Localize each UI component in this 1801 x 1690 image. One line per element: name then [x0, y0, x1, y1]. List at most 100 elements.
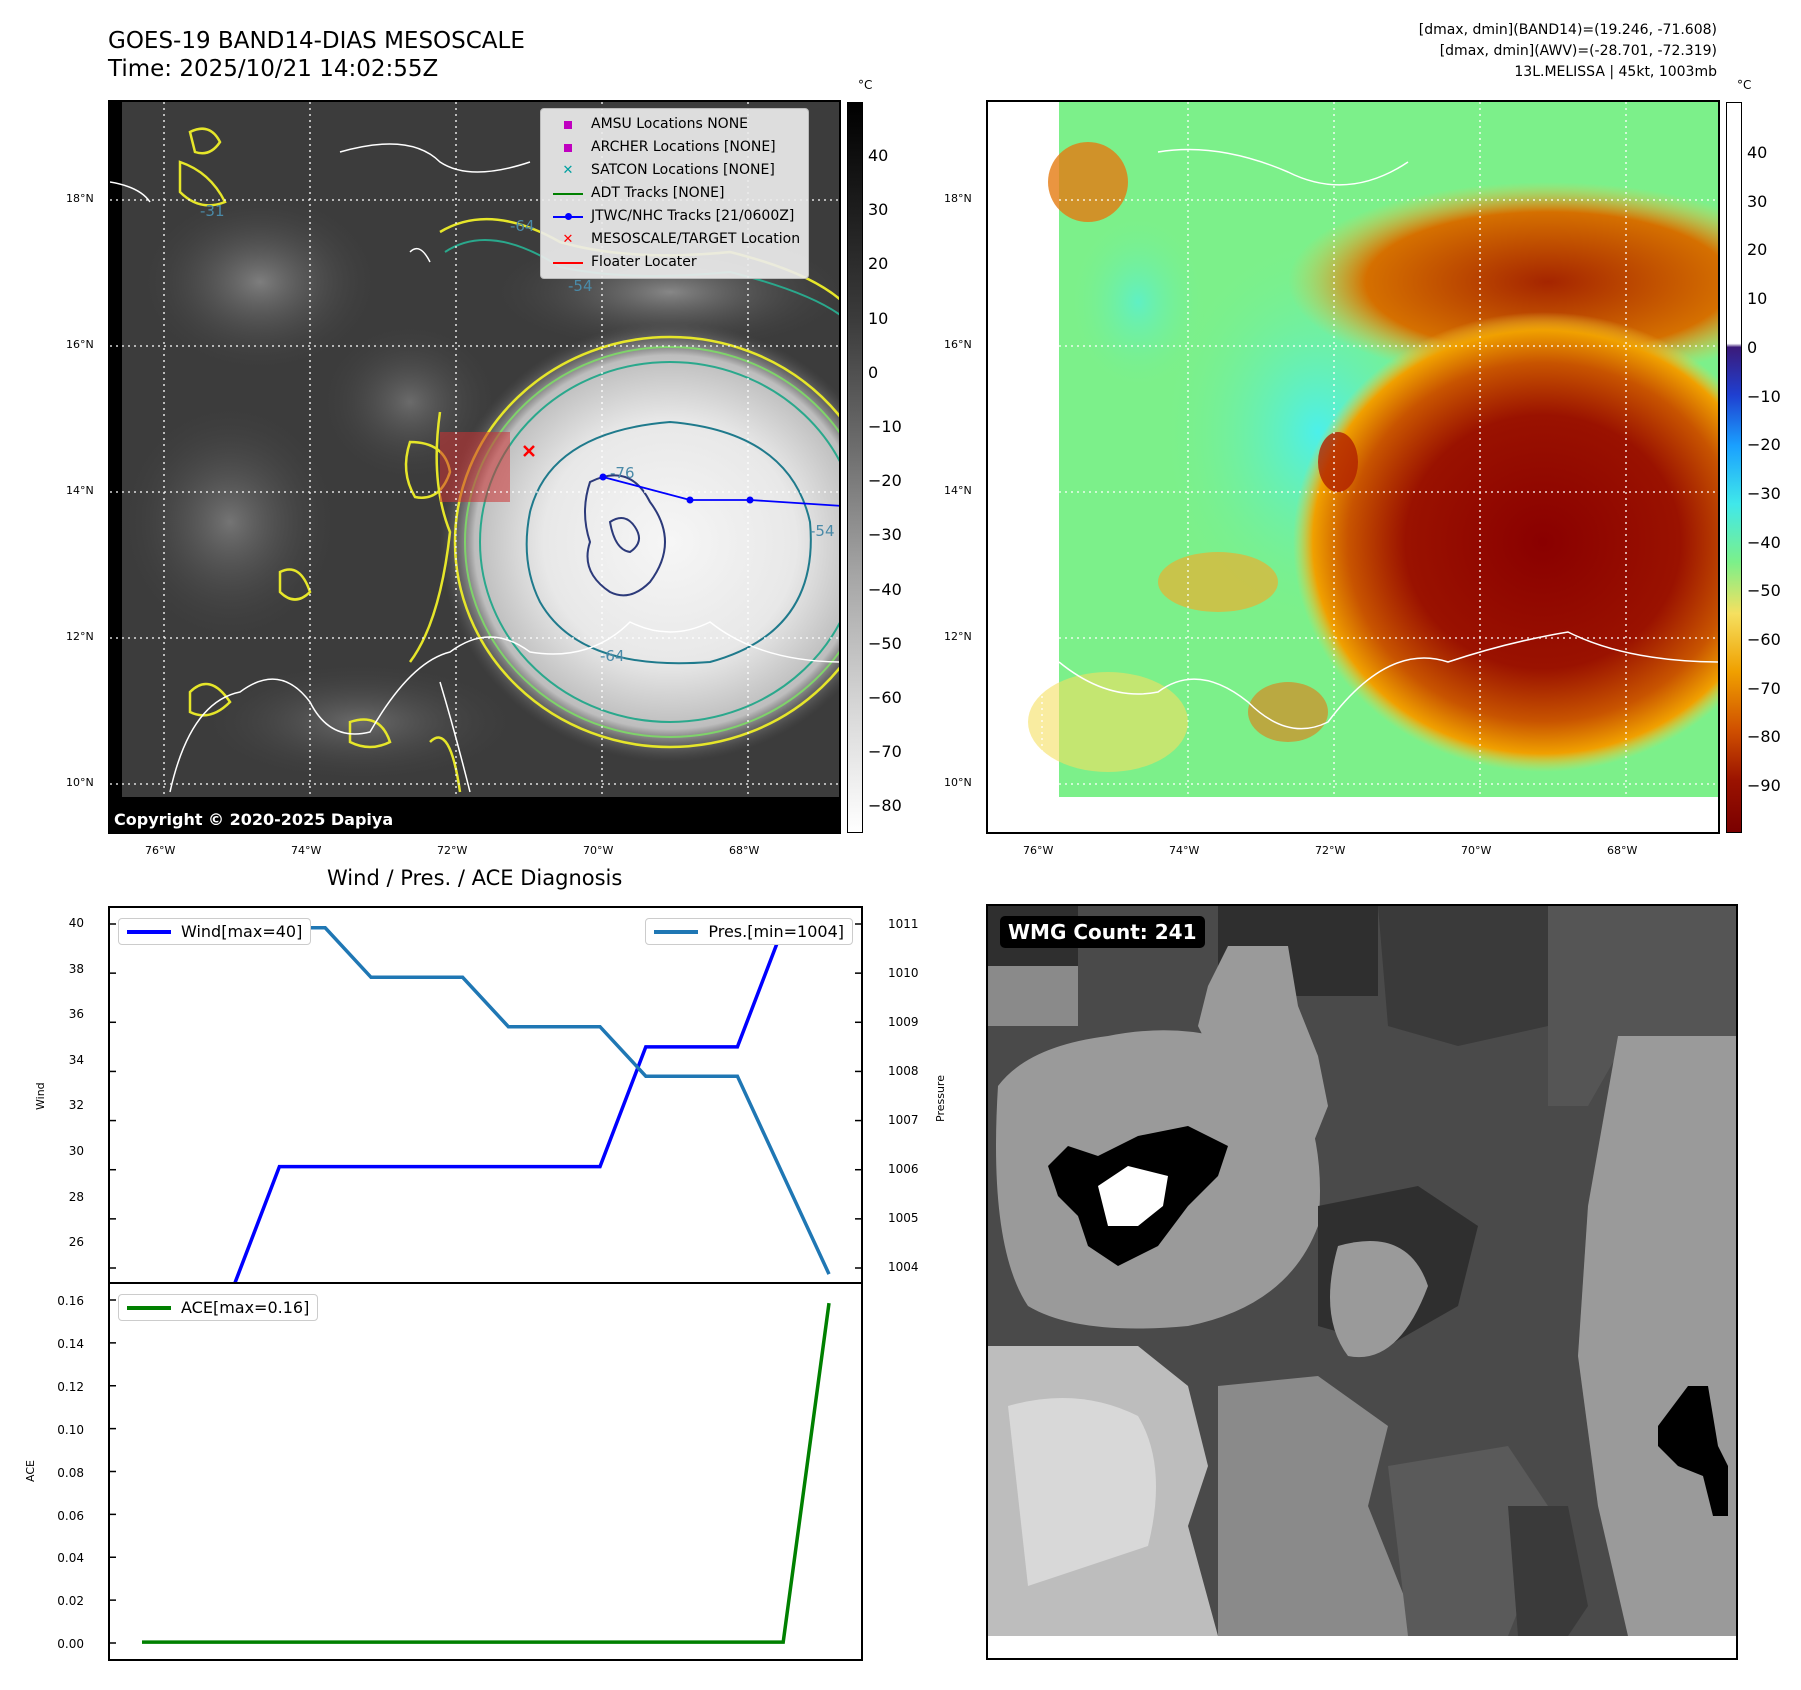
lat-label: 18°N: [66, 192, 94, 205]
colorbar-tick-label: −50: [868, 633, 902, 653]
colorbar-tick-label: 20: [1747, 240, 1768, 260]
wmg-image: [988, 906, 1736, 1636]
legend-label: AMSU Locations NONE: [591, 116, 749, 132]
wind-pressure-svg: [110, 923, 861, 1284]
wind-axis-label: Wind: [34, 1082, 47, 1110]
map-legend: AMSU Locations NONE ARCHER Locations [NO…: [540, 108, 810, 279]
colorbar-tick-label: 10: [1747, 289, 1768, 309]
lat-label: 10°N: [944, 776, 972, 789]
ace-plot: ACE[max=0.16]: [108, 1282, 863, 1661]
colorbar-tick-label: −90: [1747, 776, 1781, 796]
square-marker-icon: [551, 120, 585, 129]
pressure-tick-label: 1004: [888, 1260, 919, 1274]
lon-label: 76°W: [145, 844, 176, 857]
ace-legend-label: ACE[max=0.16]: [181, 1298, 310, 1317]
legend-item: ✕ MESOSCALE/TARGET Location: [551, 228, 801, 251]
colorbar-unit: °C: [1737, 78, 1752, 92]
pressure-tick-label: 1011: [888, 917, 919, 931]
pressure-legend-label: Pres.[min=1004]: [708, 922, 844, 941]
colorbar-tick-label: 40: [1747, 143, 1768, 162]
contour-label: -54: [810, 522, 835, 540]
lon-label: 72°W: [1315, 844, 1346, 857]
wmg-panel: WMG Count: 241: [986, 904, 1738, 1660]
x-marker-icon: ✕: [562, 163, 574, 178]
legend-label: JTWC/NHC Tracks [21/0600Z]: [591, 208, 795, 224]
lat-label: 14°N: [66, 484, 94, 497]
lon-label: 68°W: [729, 844, 760, 857]
legend-label: Floater Locater: [591, 254, 697, 270]
wind-tick-label: 28: [68, 1189, 84, 1204]
contour-label: -54: [568, 277, 593, 295]
pressure-tick-label: 1009: [888, 1015, 919, 1029]
colorbar-tick-label: 0: [868, 362, 879, 382]
colorbar-tick-label: 10: [868, 308, 889, 328]
ace-tick-label: 0.10: [57, 1422, 84, 1437]
wind-series-line: [232, 925, 829, 1284]
ace-tick-label: 0.14: [57, 1336, 84, 1351]
lat-label: 18°N: [944, 192, 972, 205]
colorbar-tick-label: −10: [1747, 386, 1781, 406]
wind-tick-label: 30: [68, 1144, 84, 1158]
ace-tick-label: 0.08: [57, 1465, 84, 1480]
line-icon: [551, 261, 585, 264]
legend-item: AMSU Locations NONE: [551, 113, 800, 136]
pressure-legend: Pres.[min=1004]: [645, 918, 853, 945]
colorbar-tick-label: 40: [868, 146, 889, 165]
pressure-tick-label: 1005: [888, 1211, 919, 1225]
line-dot-icon: [551, 212, 585, 220]
pressure-tick-label: 1006: [888, 1162, 919, 1176]
ace-line-icon: [127, 1305, 171, 1310]
wmg-count-badge: WMG Count: 241: [1000, 916, 1205, 948]
pressure-tick-label: 1007: [888, 1113, 919, 1127]
colorbar-tick-label: −20: [868, 471, 902, 491]
colorbar-tick-label: −10: [868, 417, 902, 436]
chart-title: GOES-19 BAND14-DIAS MESOSCALE: [108, 28, 525, 54]
ace-tick-label: 0.12: [57, 1379, 84, 1394]
copyright-text: Copyright © 2020-2025 Dapiya: [114, 810, 394, 829]
lon-label: 76°W: [1023, 844, 1054, 857]
colorbar-tick-label: 30: [868, 200, 889, 220]
colorbar-left: [847, 102, 863, 833]
pressure-tick-label: 1010: [888, 966, 919, 980]
lon-label: 70°W: [1461, 844, 1492, 857]
colorbar-tick-label: −70: [868, 742, 902, 762]
ace-series-line: [142, 1302, 831, 1644]
colorbar-tick-label: −20: [1747, 435, 1781, 455]
wind-legend-label: Wind[max=40]: [181, 922, 303, 941]
wind-tick-label: 34: [68, 1052, 84, 1067]
colorbar-tick-label: −40: [1747, 532, 1781, 552]
lat-label: 12°N: [944, 630, 972, 643]
ace-tick-label: 0.00: [57, 1637, 84, 1652]
awv-map-panel: [986, 100, 1720, 834]
colorbar-tick-label: 30: [1747, 191, 1768, 211]
contour-label: -76: [610, 464, 635, 482]
contour-label: -31: [200, 202, 225, 220]
colorbar-tick-label: −80: [1747, 727, 1781, 747]
legend-label: ADT Tracks [NONE]: [591, 185, 725, 201]
lon-label: 72°W: [437, 844, 468, 857]
lat-label: 14°N: [944, 484, 972, 497]
ace-tick-label: 0.02: [57, 1594, 84, 1609]
lat-label: 16°N: [944, 338, 972, 351]
legend-item: ARCHER Locations [NONE]: [551, 136, 800, 159]
ace-legend: ACE[max=0.16]: [118, 1294, 319, 1321]
wind-line-icon: [127, 929, 171, 934]
square-marker-icon: [551, 143, 585, 152]
storm-info: 13L.MELISSA | 45kt, 1003mb: [1514, 64, 1717, 80]
dmax-awv: [dmax, dmin](AWV)=(-28.701, -72.319): [1439, 43, 1717, 59]
legend-label: SATCON Locations [NONE]: [591, 162, 775, 178]
pressure-line-icon: [654, 929, 699, 934]
colorbar-tick-label: −80: [868, 796, 902, 816]
wind-tick-label: 38: [68, 961, 84, 976]
colorbar-tick-label: −40: [868, 579, 902, 599]
chart-time: Time: 2025/10/21 14:02:55Z: [108, 56, 439, 82]
pressure-tick-label: 1008: [888, 1064, 919, 1078]
wind-tick-label: 40: [68, 916, 84, 930]
legend-item: JTWC/NHC Tracks [21/0600Z]: [551, 205, 800, 228]
legend-item: Floater Locater: [551, 251, 800, 274]
lon-label: 70°W: [583, 844, 614, 857]
wind-tick-label: 32: [68, 1098, 84, 1113]
colorbar-tick-label: −60: [868, 688, 902, 707]
wind-tick-label: 26: [68, 1235, 84, 1250]
ace-tick-label: 0.06: [57, 1508, 84, 1523]
